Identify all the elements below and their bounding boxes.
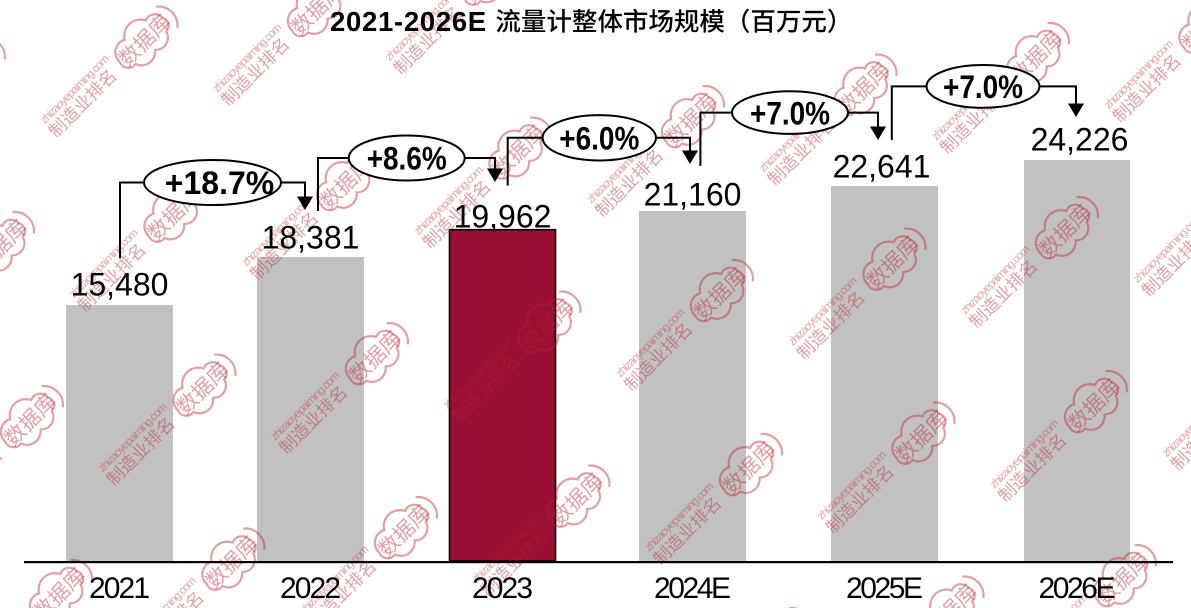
svg-text:18,381: 18,381	[262, 219, 360, 255]
svg-text:15,480: 15,480	[71, 266, 169, 302]
svg-text:+7.0%: +7.0%	[750, 95, 830, 131]
svg-text:+7.0%: +7.0%	[943, 69, 1023, 105]
svg-text:24,226: 24,226	[1031, 121, 1129, 157]
svg-text:2023: 2023	[472, 572, 533, 605]
svg-text:22,641: 22,641	[833, 148, 931, 184]
svg-text:21,160: 21,160	[644, 176, 742, 212]
svg-text:2021-2026E: 2021-2026E	[330, 6, 487, 37]
svg-text:+6.0%: +6.0%	[559, 121, 639, 157]
svg-text:19,962: 19,962	[454, 198, 552, 234]
svg-text:2022: 2022	[280, 572, 341, 605]
svg-text:+18.7%: +18.7%	[165, 165, 274, 201]
svg-text:2024E: 2024E	[654, 572, 731, 605]
svg-text:+8.6%: +8.6%	[367, 141, 447, 177]
svg-text:2025E: 2025E	[846, 572, 923, 605]
svg-text:2026E: 2026E	[1039, 572, 1116, 605]
svg-text:2021: 2021	[89, 572, 150, 605]
